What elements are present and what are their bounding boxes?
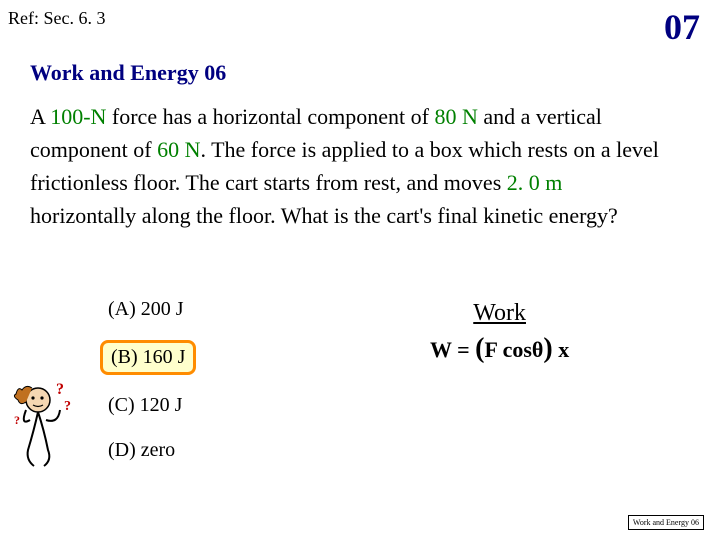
question-text: A 100-N force has a horizontal component… [30,100,670,232]
option-b: (B) 160 J [100,340,196,375]
question-text-part: horizontally along the floor. What is th… [30,203,618,228]
question-value-3: 60 N [157,137,200,162]
svg-text:?: ? [56,381,64,398]
option-a: (A) 200 J [100,295,192,324]
question-value-2: 80 N [434,104,477,129]
work-formula: W = (F cosθ) x [430,333,569,365]
question-value-1: 100-N [50,104,106,129]
footer-label: Work and Energy 06 [628,515,704,530]
option-d: (D) zero [100,436,183,465]
work-formula-block: Work W = (F cosθ) x [430,300,569,365]
thinking-person-icon: ? ? ? [6,380,84,480]
question-text-part: A [30,104,50,129]
svg-text:?: ? [14,413,20,427]
work-label: Work [430,300,569,327]
option-c: (C) 120 J [100,391,190,420]
options-list: (A) 200 J (B) 160 J (C) 120 J (D) zero [100,295,196,481]
svg-text:?: ? [64,399,71,414]
question-value-4: 2. 0 m [507,170,563,195]
slide-title: Work and Energy 06 [30,60,226,86]
question-text-part: force has a horizontal component of [106,104,434,129]
slide-number: 07 [664,6,700,48]
reference-label: Ref: Sec. 6. 3 [8,8,105,29]
